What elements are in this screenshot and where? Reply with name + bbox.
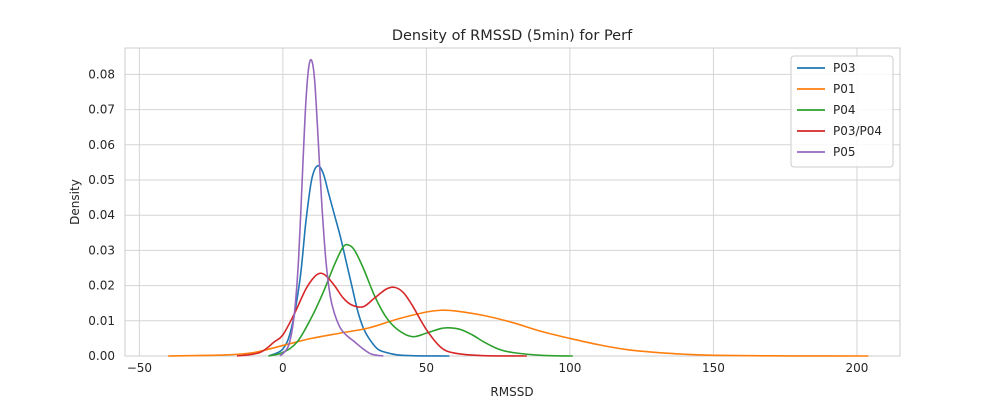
chart-title: Density of RMSSD (5min) for Perf xyxy=(392,28,633,44)
y-tick-labels: 0.00 0.01 0.02 0.03 0.04 0.05 0.06 0.07 0.08 xyxy=(88,67,115,363)
legend-label: P05 xyxy=(833,145,856,159)
series-line-p03-p04 xyxy=(236,272,527,357)
legend-label: P04 xyxy=(833,103,856,117)
legend-box xyxy=(790,55,894,168)
legend-label: P03 xyxy=(833,61,856,75)
x-tick-label: 150 xyxy=(702,361,725,375)
y-tick-label: 0.03 xyxy=(88,243,115,257)
legend-label: P01 xyxy=(833,82,856,96)
legend-label: P03/P04 xyxy=(833,124,882,138)
x-tick-labels: −50 0 50 100 150 200 xyxy=(127,361,869,375)
series-line-p03 xyxy=(268,164,450,357)
y-tick-label: 0.08 xyxy=(88,67,115,81)
y-tick-label: 0.07 xyxy=(88,103,115,117)
series-line-p01 xyxy=(168,309,869,357)
y-tick-label: 0.06 xyxy=(88,138,115,152)
series-line-p05 xyxy=(279,58,384,357)
x-tick-label: 50 xyxy=(419,361,434,375)
y-tick-label: 0.02 xyxy=(88,279,115,293)
x-tick-label: 0 xyxy=(279,361,287,375)
x-axis-label: RMSSD xyxy=(490,385,533,399)
x-tick-label: −50 xyxy=(127,361,152,375)
y-axis-label: Density xyxy=(68,179,82,225)
x-tick-label: 100 xyxy=(558,361,581,375)
y-tick-label: 0.01 xyxy=(88,314,115,328)
series-line-p04 xyxy=(268,243,573,357)
y-tick-label: 0.00 xyxy=(88,349,115,363)
x-tick-label: 200 xyxy=(845,361,868,375)
legend: P03 P01 P04 P03/P04 P05 xyxy=(790,55,894,168)
grid-lines xyxy=(125,48,900,357)
series-lines xyxy=(168,58,869,357)
y-tick-label: 0.04 xyxy=(88,208,115,222)
y-tick-label: 0.05 xyxy=(88,173,115,187)
